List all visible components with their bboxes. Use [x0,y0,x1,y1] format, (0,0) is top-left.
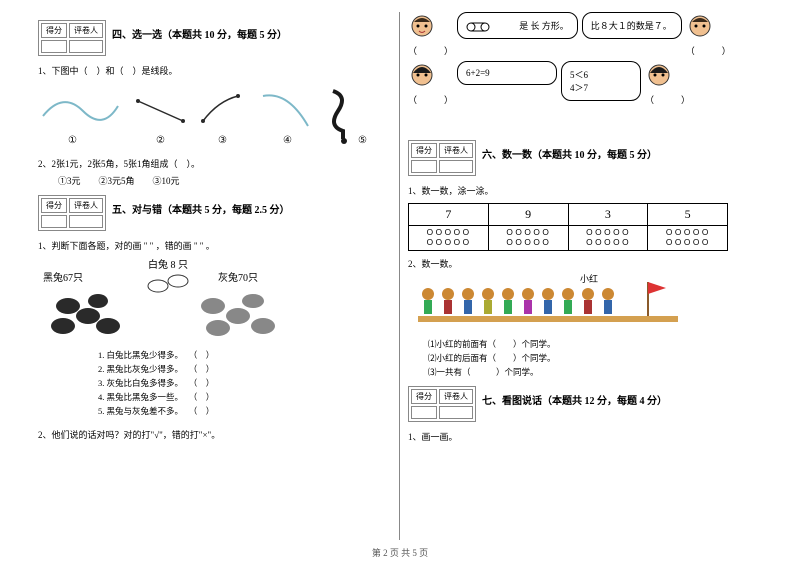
circles-cell[interactable]: ＯＯＯＯＯＯＯＯＯＯ [488,226,568,251]
cylinder-icon [466,22,490,32]
answer-paren[interactable]: （ ） [686,44,731,57]
right-column: （ ） 是 长 方形。 比８大１的数是７。 （ ） （ ） 6+2=9 [400,12,770,540]
child-face-icon [408,61,436,89]
section-4-header: 得分评卷人 四、选一选（本题共 10 分，每题 5 分） [38,20,391,60]
table-row: ＯＯＯＯＯＯＯＯＯＯ ＯＯＯＯＯＯＯＯＯＯ ＯＯＯＯＯＯＯＯＯＯ ＯＯＯＯＯＯＯ… [409,226,728,251]
grader-label: 评卷人 [69,23,103,38]
header-cell: 5 [648,204,728,226]
score-box: 得分评卷人 [38,195,106,231]
circles-cell[interactable]: ＯＯＯＯＯＯＯＯＯＯ [568,226,648,251]
bubble-equation: 6+2=9 [457,61,557,85]
s4-q2-options: ①3元 ②3元5角 ③10元 [58,174,391,187]
count-table: 7 9 3 5 ＯＯＯＯＯＯＯＯＯＯ ＯＯＯＯＯＯＯＯＯＯ ＯＯＯＯＯＯＯＯＯＯ… [408,203,728,251]
s5-q2-text: 2、他们说的话对吗？对的打"√"，错的打"×"。 [38,428,391,441]
grey-rabbit-label: 灰兔70只 [218,271,258,284]
badge-1: ① [68,135,77,146]
answer-paren[interactable]: （ ） [645,93,690,106]
s6-q2-text: 2、数一数。 [408,257,762,270]
list-item: 2. 黑兔比灰兔少得多。（ ） [98,362,391,376]
table-row: 7 9 3 5 [409,204,728,226]
child-face-icon [686,12,714,40]
face-col: （ ） [645,61,690,106]
s6-q1-text: 1、数一数，涂一涂。 [408,184,762,197]
section-7-header: 得分评卷人 七、看图说话（本题共 12 分，每题 4 分） [408,386,762,426]
s4-q2-text: 2、2张1元，2张5角，5张1角组成（ ）。 [38,157,391,170]
grader-cell[interactable] [69,40,103,53]
list-item: 1. 白兔比黑兔少得多。（ ） [98,348,391,362]
s7-q1-text: 1、画一画。 [408,430,762,443]
score-label: 得分 [41,23,67,38]
worksheet-page: 得分评卷人 四、选一选（本题共 10 分，每题 5 分） 1、下图中（ ）和（ … [0,0,800,540]
header-cell: 9 [488,204,568,226]
badge-2: ② [156,135,165,146]
page-footer: 第 2 页 共 5 页 [0,546,800,559]
rabbits-figure: 黑兔67只 白兔 8 只 灰兔70只 [38,256,298,346]
svg-text:小红: 小红 [580,274,598,284]
score-box: 得分评卷人 [408,140,476,176]
s6-sub1: ⑴小红的前面有（ ）个同学。 [428,338,762,350]
s4-q1-text: 1、下图中（ ）和（ ）是线段。 [38,64,391,77]
answer-paren[interactable]: （ ） [408,93,453,106]
badge-3: ③ [218,135,227,146]
section-6-header: 得分评卷人 六、数一数（本题共 10 分，每题 5 分） [408,140,762,180]
child-face-icon [408,12,436,40]
section-5-title: 五、对与错（本题共 5 分，每题 2.5 分） [112,201,290,216]
s5-q1-text: 1、判断下面各题，对的画 " " ，错的画 " " 。 [38,239,391,252]
score-box: 得分评卷人 [408,386,476,422]
s6-sub3: ⑶一共有（ ）个同学。 [428,366,762,378]
face-col: （ ） [408,61,453,106]
list-item: 4. 黑兔比黑兔多一些。（ ） [98,390,391,404]
section-4-title: 四、选一选（本题共 10 分，每题 5 分） [112,26,287,41]
speech-bubbles-area: （ ） 是 长 方形。 比８大１的数是７。 （ ） （ ） 6+2=9 [408,12,748,132]
kids-queue-figure: 小红 [408,274,708,334]
list-item: 3. 灰兔比白兔多得多。（ ） [98,376,391,390]
line-segments-figure: ① ② ③ ④ ⑤ [38,81,378,151]
kids: 小红 [422,274,614,314]
badge-4: ④ [283,135,292,146]
circles-cell[interactable]: ＯＯＯＯＯＯＯＯＯＯ [409,226,489,251]
left-column: 得分评卷人 四、选一选（本题共 10 分，每题 5 分） 1、下图中（ ）和（ … [30,12,400,540]
child-face-icon [645,61,673,89]
score-box: 得分评卷人 [38,20,106,56]
badge-5: ⑤ [358,135,367,146]
rabbit-judgement-list: 1. 白兔比黑兔少得多。（ ） 2. 黑兔比灰兔少得多。（ ） 3. 灰兔比白兔… [98,348,391,418]
section-7-title: 七、看图说话（本题共 12 分，每题 4 分） [482,392,667,407]
header-cell: 3 [568,204,648,226]
header-cell: 7 [409,204,489,226]
circles-cell[interactable]: ＯＯＯＯＯＯＯＯＯＯ [648,226,728,251]
bubble-compare: 5＜6 4＞7 [561,61,641,101]
face-col: （ ） [408,12,453,57]
white-rabbit-label: 白兔 8 只 [148,258,188,271]
black-rabbit-label: 黑兔67只 [43,271,83,284]
s6-sub2: ⑵小红的后面有（ ）个同学。 [428,352,762,364]
score-cell[interactable] [41,40,67,53]
section-6-title: 六、数一数（本题共 10 分，每题 5 分） [482,146,657,161]
bubble-rectangle: 是 长 方形。 [457,12,578,39]
answer-paren[interactable]: （ ） [408,44,453,57]
face-col: （ ） [686,12,731,57]
bubble-number: 比８大１的数是７。 [582,12,682,39]
section-5-header: 得分评卷人 五、对与错（本题共 5 分，每题 2.5 分） [38,195,391,235]
list-item: 5. 黑兔与灰兔差不多。（ ） [98,404,391,418]
